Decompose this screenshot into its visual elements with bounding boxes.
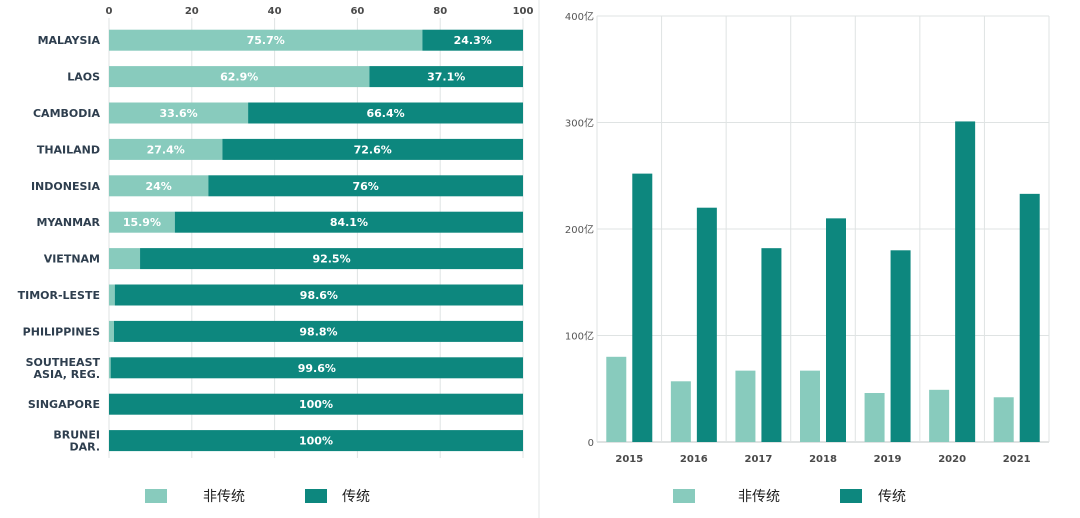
- non-traditional-bar: [109, 320, 114, 342]
- traditional-bar: [422, 29, 523, 51]
- non-traditional-bar: [864, 393, 885, 442]
- traditional-bar: [113, 320, 523, 342]
- legend-swatch-non-traditional: [145, 489, 167, 503]
- category-label: VIETNAM: [44, 253, 100, 266]
- year-tick-label: 2021: [1003, 454, 1031, 465]
- traditional-bar: [222, 138, 523, 160]
- traditional-bar: [955, 121, 976, 442]
- legend-label-traditional: 传统: [342, 489, 370, 505]
- non-traditional-bar: [109, 284, 115, 306]
- non-traditional-bar: [109, 29, 423, 51]
- traditional-bar: [109, 430, 523, 452]
- traditional-bar: [140, 248, 524, 270]
- category-label: THAILAND: [37, 143, 100, 156]
- traditional-bar: [109, 393, 523, 415]
- year-tick-label: 2020: [938, 454, 966, 465]
- non-traditional-bar: [109, 248, 141, 270]
- non-traditional-bar: [735, 370, 756, 442]
- traditional-bar: [826, 218, 846, 442]
- non-traditional-bar: [929, 389, 950, 442]
- non-traditional-bar: [109, 175, 209, 197]
- x-tick-label: 40: [268, 6, 282, 17]
- x-tick-label: 20: [185, 6, 199, 17]
- y-tick-label: 0: [588, 438, 594, 449]
- category-label: LAOS: [67, 71, 100, 84]
- yearly-totals-chart: 0 100亿 200亿 300亿 400亿 2015 2016 2017 2018 2019 202…: [565, 10, 1050, 505]
- bar-value-label: 84.1%: [330, 216, 368, 229]
- bar-value-label: 24.3%: [454, 34, 492, 47]
- non-traditional-bar: [606, 356, 627, 442]
- traditional-bar: [632, 173, 653, 442]
- non-traditional-bar: [109, 66, 370, 88]
- category-label: BRUNEI: [53, 429, 100, 442]
- traditional-bar: [761, 248, 782, 442]
- y-tick-label: 200亿: [565, 223, 594, 236]
- bar-value-label: 72.6%: [354, 143, 392, 156]
- non-traditional-bar: [109, 357, 111, 379]
- traditional-bar: [696, 207, 717, 442]
- legend-label-non-traditional: 非传统: [738, 489, 780, 505]
- bar-value-label: 76%: [353, 180, 379, 193]
- bar-value-label: 37.1%: [427, 71, 465, 84]
- bar-value-label: 100%: [299, 398, 333, 411]
- category-label: SINGAPORE: [28, 398, 100, 411]
- bar-value-label: 92.5%: [312, 253, 350, 266]
- non-traditional-bar: [800, 370, 820, 442]
- bar-value-label: 15.9%: [123, 216, 161, 229]
- y-tick-label: 400亿: [565, 10, 594, 23]
- year-tick-label: 2018: [809, 454, 837, 465]
- traditional-bar: [174, 211, 524, 233]
- traditional-bar: [369, 66, 523, 88]
- panel-divider: [538, 0, 540, 518]
- bar-value-label: 62.9%: [220, 71, 258, 84]
- year-tick-label: 2016: [680, 454, 708, 465]
- bar-value-label: 98.8%: [299, 325, 337, 338]
- category-label: SOUTHEAST: [26, 356, 101, 369]
- category-label: DAR.: [70, 441, 101, 454]
- legend-swatch-non-traditional: [673, 489, 695, 503]
- x-tick-label: 0: [106, 6, 113, 17]
- traditional-bar: [110, 357, 523, 379]
- bar-value-label: 100%: [299, 435, 333, 448]
- legend-label-traditional: 传统: [878, 489, 906, 505]
- non-traditional-bar: [993, 397, 1014, 442]
- x-tick-label: 100: [513, 6, 534, 17]
- year-tick-label: 2019: [874, 454, 902, 465]
- category-label: INDONESIA: [31, 180, 101, 193]
- bar-value-label: 66.4%: [366, 107, 404, 120]
- traditional-bar: [1019, 193, 1040, 442]
- category-label: PHILIPPINES: [23, 325, 100, 338]
- legend-label-non-traditional: 非传统: [203, 489, 245, 505]
- legend-swatch-traditional: [305, 489, 327, 503]
- category-label: MYANMAR: [36, 216, 100, 229]
- non-traditional-bar: [109, 102, 249, 124]
- category-label: TIMOR-LESTE: [18, 289, 100, 302]
- x-tick-label: 60: [350, 6, 364, 17]
- y-tick-label: 100亿: [565, 330, 594, 343]
- traditional-bar: [890, 250, 911, 442]
- year-tick-label: 2017: [745, 454, 773, 465]
- category-label: CAMBODIA: [33, 107, 100, 120]
- non-traditional-bar: [109, 138, 223, 160]
- traditional-bar: [248, 102, 523, 124]
- bar-value-label: 99.6%: [298, 362, 336, 375]
- bar-value-label: 33.6%: [159, 107, 197, 120]
- non-traditional-bar: [109, 211, 175, 233]
- bar-value-label: 98.6%: [300, 289, 338, 302]
- non-traditional-bar: [670, 381, 691, 442]
- y-tick-label: 300亿: [565, 117, 594, 130]
- bar-value-label: 24%: [146, 180, 172, 193]
- legend-swatch-traditional: [840, 489, 862, 503]
- right-chart-panel: 0 100亿 200亿 300亿 400亿 2015 2016 2017 2018 2019 202…: [540, 0, 1080, 518]
- traditional-bar: [114, 284, 524, 306]
- bar-value-label: 75.7%: [247, 34, 285, 47]
- x-tick-label: 80: [433, 6, 447, 17]
- bar-value-label: 27.4%: [147, 143, 185, 156]
- traditional-bar: [208, 175, 524, 197]
- category-label: ASIA, REG.: [34, 368, 100, 381]
- share-by-country-chart: 0 20 40 60 80 100 MALAYSIA 75.7% 24.3% LAOS 62.9% 3…: [18, 6, 534, 505]
- year-tick-label: 2015: [615, 454, 643, 465]
- category-label: MALAYSIA: [38, 34, 101, 47]
- left-chart-panel: 0 20 40 60 80 100 MALAYSIA 75.7% 24.3% LAOS 62.9% 3…: [0, 0, 538, 518]
